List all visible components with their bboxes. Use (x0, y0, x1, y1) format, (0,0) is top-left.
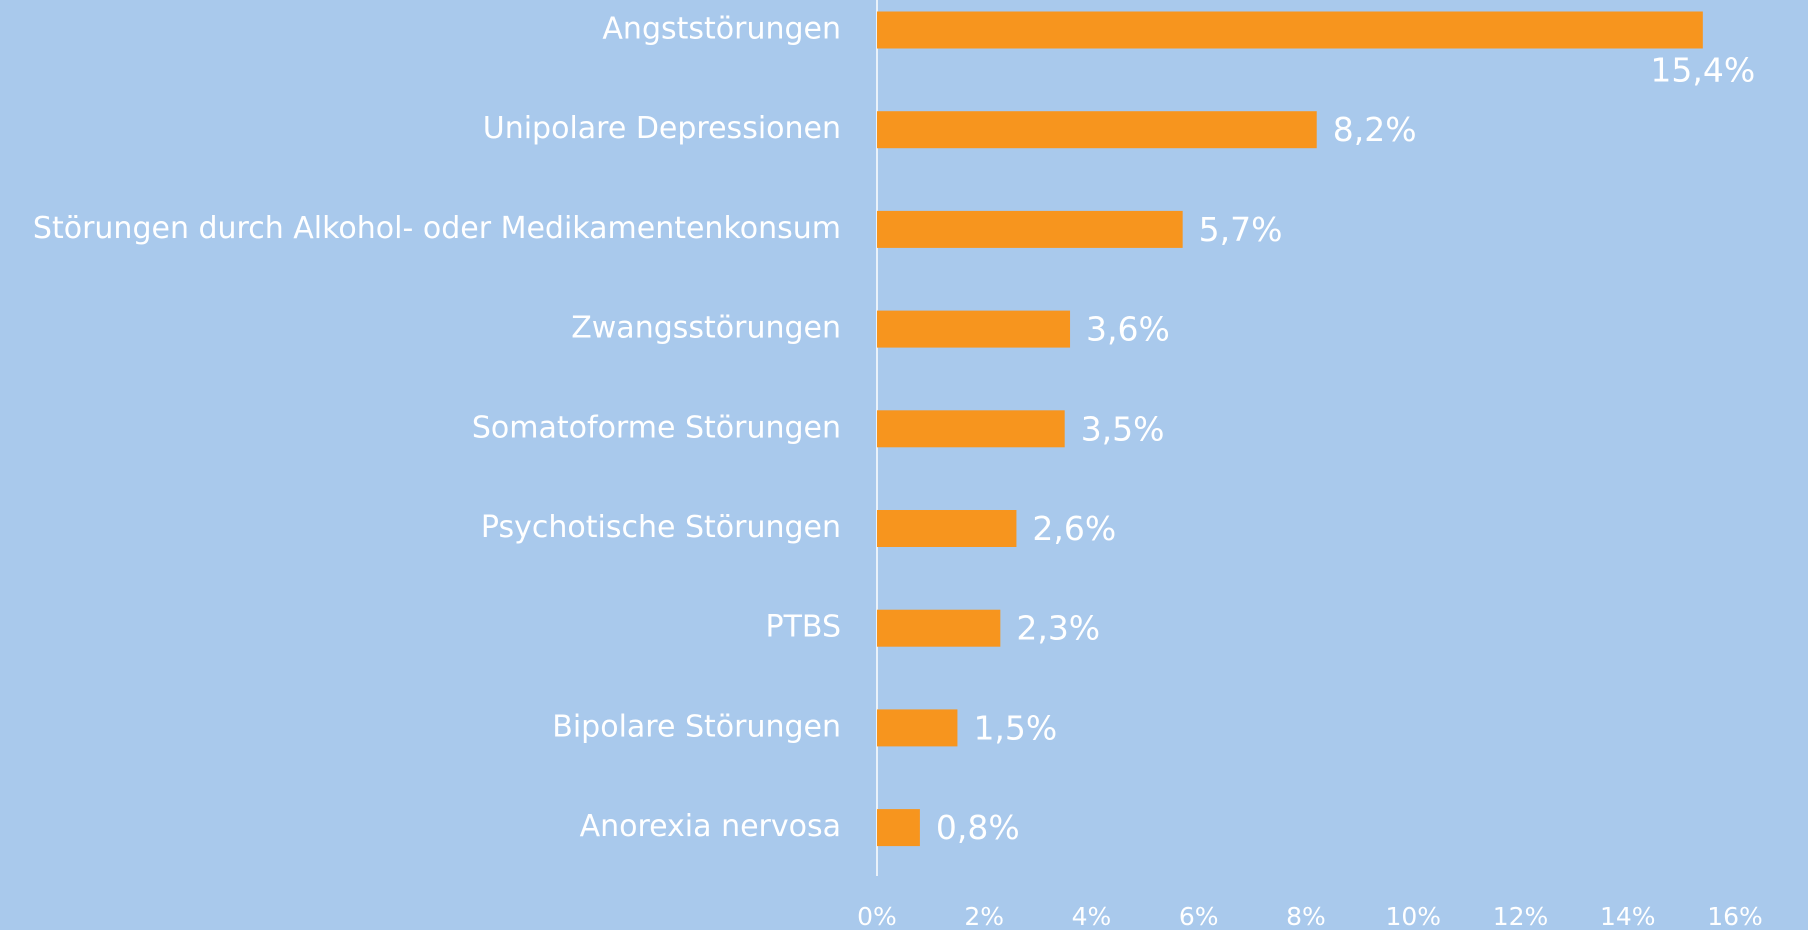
x-tick-label: 8% (1286, 902, 1326, 930)
category-label: Unipolare Depressionen (483, 111, 841, 146)
category-label: Psychotische Störungen (481, 510, 841, 545)
bar (877, 210, 1183, 248)
value-label: 5,7% (1199, 210, 1283, 249)
bar (877, 709, 958, 747)
x-tick-label: 16% (1707, 902, 1763, 930)
value-label: 8,2% (1333, 110, 1417, 149)
x-tick-label: 2% (964, 902, 1004, 930)
category-label: PTBS (765, 610, 841, 645)
category-label: Bipolare Störungen (552, 709, 841, 744)
bar (877, 809, 920, 847)
category-label: Zwangsstörungen (571, 311, 841, 346)
value-label: 1,5% (973, 708, 1057, 747)
category-label: Anorexia nervosa (580, 809, 841, 844)
value-label: 0,8% (936, 808, 1020, 847)
x-tick-label: 14% (1600, 902, 1656, 930)
x-tick-label: 10% (1385, 902, 1441, 930)
x-tick-label: 12% (1493, 902, 1549, 930)
bar (877, 111, 1317, 149)
value-label: 2,6% (1032, 509, 1116, 548)
x-tick-label: 0% (857, 902, 897, 930)
x-tick-label: 4% (1072, 902, 1112, 930)
bar (877, 11, 1703, 49)
x-tick-label: 6% (1179, 902, 1219, 930)
category-label: Somatoforme Störungen (472, 410, 841, 445)
category-label: Störungen durch Alkohol- oder Medikament… (33, 211, 841, 246)
bar (877, 609, 1001, 647)
bar (877, 410, 1065, 448)
bar (877, 510, 1017, 547)
bar (877, 310, 1071, 348)
value-label: 2,3% (1016, 609, 1100, 648)
value-label: 3,5% (1081, 409, 1165, 448)
value-label: 3,6% (1086, 310, 1170, 349)
value-label: 15,4% (1650, 51, 1755, 90)
category-label: Angststörungen (602, 12, 841, 47)
